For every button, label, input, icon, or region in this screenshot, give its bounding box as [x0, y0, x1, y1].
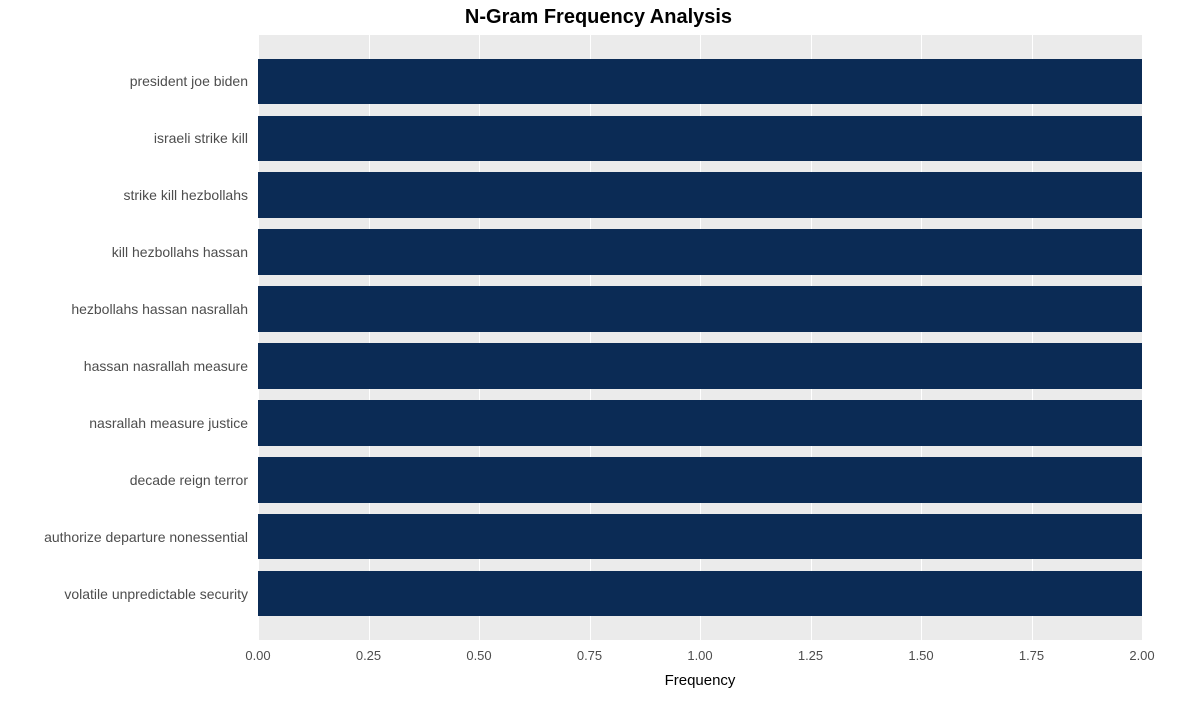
x-tick-label: 0.50 — [466, 648, 491, 663]
x-tick-label: 1.75 — [1019, 648, 1044, 663]
x-axis-title: Frequency — [258, 672, 1142, 689]
x-tick-label: 1.50 — [908, 648, 933, 663]
bar — [258, 229, 1142, 275]
y-tick-label: hassan nasrallah measure — [84, 358, 258, 374]
bar — [258, 116, 1142, 162]
gridline — [1142, 35, 1143, 640]
plot-panel: Frequency 0.000.250.500.751.001.251.501.… — [258, 35, 1142, 640]
bar — [258, 59, 1142, 105]
y-tick-label: kill hezbollahs hassan — [112, 244, 258, 260]
x-tick-label: 0.00 — [245, 648, 270, 663]
chart-title: N-Gram Frequency Analysis — [0, 6, 1197, 29]
bar — [258, 400, 1142, 446]
bar — [258, 571, 1142, 617]
x-tick-label: 2.00 — [1129, 648, 1154, 663]
y-tick-label: authorize departure nonessential — [44, 529, 258, 545]
y-tick-label: hezbollahs hassan nasrallah — [71, 301, 258, 317]
bar — [258, 343, 1142, 389]
x-tick-label: 1.25 — [798, 648, 823, 663]
y-tick-label: strike kill hezbollahs — [124, 187, 259, 203]
bar — [258, 286, 1142, 332]
y-tick-label: israeli strike kill — [154, 130, 258, 146]
x-tick-label: 0.75 — [577, 648, 602, 663]
bar — [258, 457, 1142, 503]
bar — [258, 172, 1142, 218]
y-tick-label: president joe biden — [130, 73, 258, 89]
y-tick-label: decade reign terror — [130, 472, 258, 488]
y-tick-label: nasrallah measure justice — [89, 415, 258, 431]
x-tick-label: 0.25 — [356, 648, 381, 663]
ngram-chart: N-Gram Frequency Analysis Frequency 0.00… — [0, 0, 1197, 701]
y-tick-label: volatile unpredictable security — [64, 586, 258, 602]
x-tick-label: 1.00 — [687, 648, 712, 663]
bar — [258, 514, 1142, 560]
